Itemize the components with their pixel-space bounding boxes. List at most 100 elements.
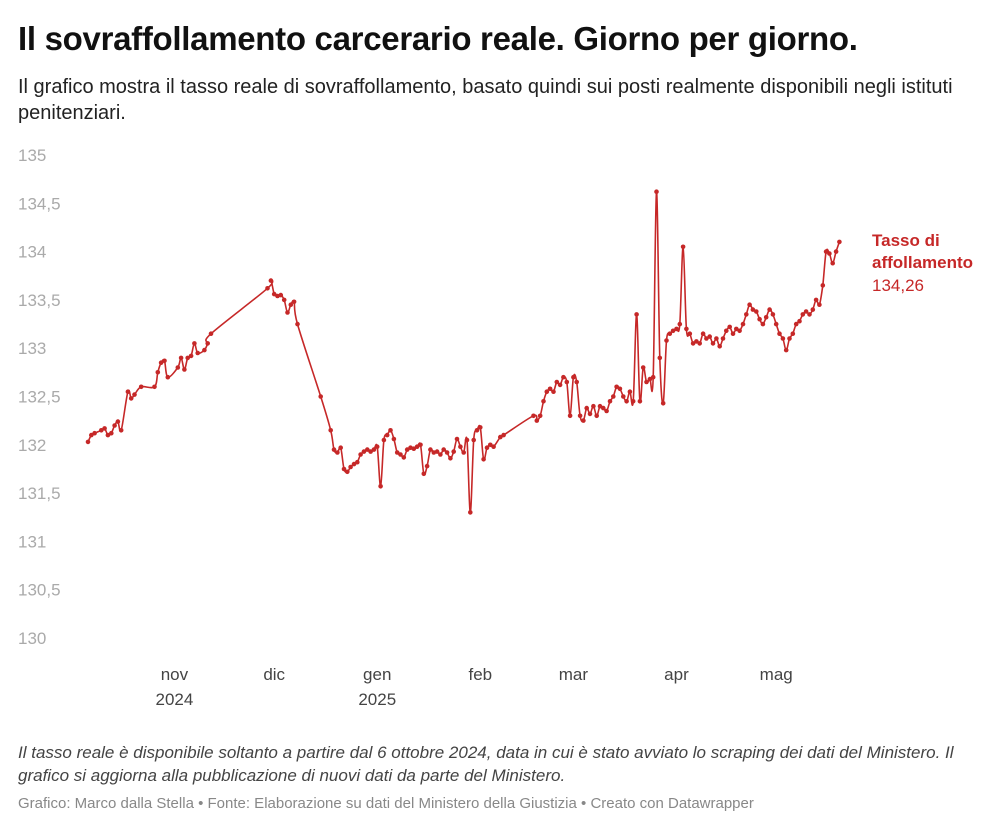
x-tick-label: gen [363, 665, 391, 684]
data-point [491, 444, 496, 450]
data-point [109, 430, 114, 436]
data-point [461, 450, 467, 455]
data-point [125, 389, 131, 394]
data-point [604, 408, 609, 414]
data-point [374, 444, 380, 450]
data-point [348, 464, 353, 470]
data-point [534, 418, 540, 423]
data-point [820, 283, 826, 288]
data-point [118, 428, 124, 433]
data-point [341, 466, 347, 472]
data-point [837, 239, 842, 245]
data-point [664, 338, 669, 343]
data-point [92, 430, 97, 436]
data-point [162, 358, 167, 364]
data-point [268, 278, 274, 283]
data-point [115, 419, 121, 424]
data-point [112, 423, 117, 428]
data-point [630, 399, 636, 404]
x-tick-label: nov [161, 665, 189, 684]
data-point [571, 374, 576, 380]
data-point [790, 331, 796, 336]
chart-notes: Il tasso reale è disponibile soltanto a … [18, 743, 954, 785]
data-point [394, 450, 400, 455]
data-point [740, 321, 746, 327]
data-point [441, 447, 447, 452]
data-point [192, 341, 197, 346]
data-point [537, 413, 543, 419]
data-point [378, 484, 383, 489]
data-point [205, 341, 210, 346]
data-point [458, 444, 463, 450]
data-point [607, 399, 613, 404]
y-tick-label: 132,5 [18, 388, 61, 407]
data-point [471, 437, 477, 443]
data-point [338, 445, 344, 451]
data-point [208, 331, 214, 336]
data-point [770, 312, 776, 317]
data-point [481, 457, 486, 462]
data-point [152, 384, 157, 390]
data-point [414, 444, 420, 450]
y-tick-label: 134,5 [18, 194, 61, 213]
y-tick-label: 130 [18, 629, 46, 648]
data-point [780, 336, 786, 341]
data-point [783, 347, 789, 353]
data-point [371, 447, 377, 452]
data-point [531, 413, 536, 419]
x-tick-label: mar [559, 665, 589, 684]
x-tick-label: apr [664, 665, 689, 684]
data-point [318, 394, 324, 399]
data-point [384, 432, 390, 438]
data-point [667, 331, 673, 336]
data-point [813, 297, 819, 303]
data-point [601, 405, 606, 411]
y-tick-label: 135 [18, 146, 46, 165]
y-tick-label: 131 [18, 532, 46, 551]
data-point [830, 260, 835, 266]
data-point [484, 445, 490, 451]
data-point [388, 428, 393, 433]
x-tick-label: feb [468, 665, 492, 684]
x-axis: nov 2024 dic gen 2025 feb mar apr mag [156, 665, 793, 709]
data-point [557, 382, 563, 388]
data-point [105, 432, 111, 438]
data-point [650, 374, 656, 380]
chart-subtitle: Il grafico mostra il tasso reale di sovr… [18, 76, 953, 124]
data-point [165, 374, 171, 380]
data-point [644, 379, 649, 385]
data-point [361, 449, 367, 454]
data-point [674, 326, 679, 332]
data-point [444, 450, 450, 455]
data-point [391, 436, 397, 442]
data-point [265, 286, 270, 291]
data-point [421, 471, 427, 477]
data-point [754, 309, 759, 314]
data-point [185, 355, 190, 361]
data-point [138, 384, 144, 390]
data-point [737, 328, 742, 334]
data-point [544, 389, 550, 394]
data-point [787, 336, 792, 341]
data-point [817, 302, 822, 307]
data-point [85, 439, 91, 445]
data-point [474, 428, 480, 433]
data-point [727, 324, 732, 330]
y-tick-label: 133 [18, 339, 46, 358]
data-point [128, 396, 134, 401]
data-point [428, 447, 433, 452]
y-axis: 130 130,5 131 131,5 132 132,5 133 133,5 134 134,5… [18, 146, 61, 648]
data-point [637, 399, 643, 404]
data-point [291, 299, 297, 305]
data-point [694, 339, 699, 344]
data-point [368, 449, 373, 454]
data-point [464, 437, 470, 443]
data-point [501, 432, 506, 438]
data-point [438, 452, 443, 457]
data-point [188, 353, 194, 359]
data-point [777, 331, 782, 336]
data-point [478, 425, 483, 430]
x-tick-label: dic [263, 665, 285, 684]
data-point [285, 310, 290, 315]
data-point [365, 447, 370, 452]
